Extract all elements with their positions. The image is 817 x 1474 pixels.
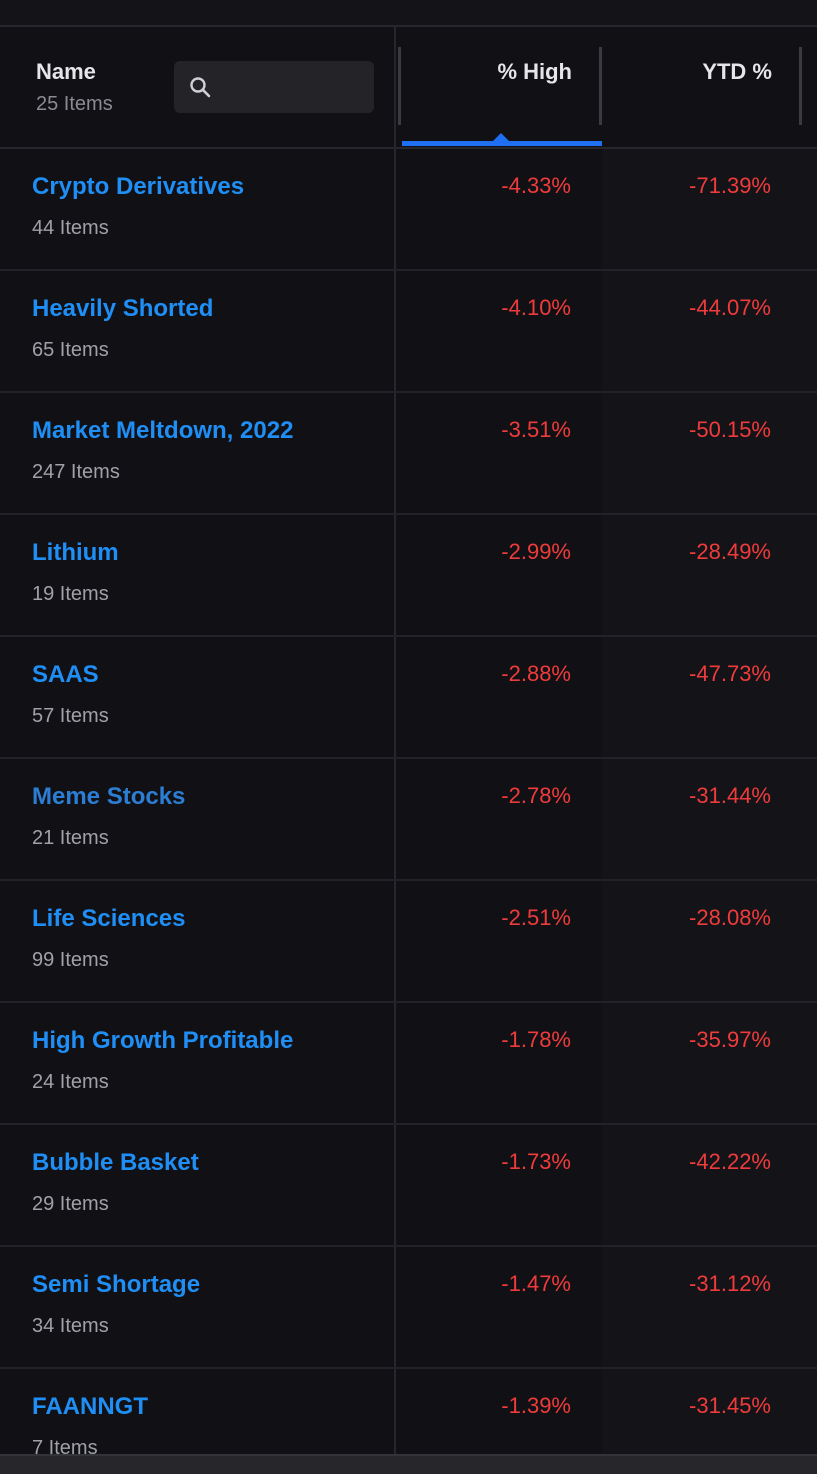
pct-high-value: -3.51% [501, 417, 571, 442]
column-resize-handle[interactable] [398, 47, 401, 125]
ytd-value: -31.12% [689, 1271, 771, 1296]
watchlist-name-link[interactable]: Life Sciences [32, 905, 186, 932]
pct-high-value: -1.39% [501, 1393, 571, 1418]
ytd-value: -44.07% [689, 295, 771, 320]
pct-high-value: -4.33% [501, 173, 571, 198]
pct-high-value: -1.73% [501, 1149, 571, 1174]
name-cell: High Growth Profitable 24 Items [0, 1003, 396, 1123]
pct-high-value: -1.47% [501, 1271, 571, 1296]
search-input[interactable] [174, 61, 374, 113]
table-row[interactable]: Heavily Shorted 65 Items -4.10% -44.07% [0, 271, 817, 393]
watchlist-item-count: 57 Items [32, 705, 109, 727]
watchlist-name-link[interactable]: Market Meltdown, 2022 [32, 417, 294, 444]
ytd-value: -42.22% [689, 1149, 771, 1174]
name-cell: Heavily Shorted 65 Items [0, 271, 396, 391]
table-row[interactable]: Bubble Basket 29 Items -1.73% -42.22% [0, 1125, 817, 1247]
table-header: Name 25 Items % High YTD % [0, 27, 817, 149]
name-column-header[interactable]: Name 25 Items [0, 27, 396, 147]
table-row[interactable]: SAAS 57 Items -2.88% -47.73% [0, 637, 817, 759]
pct-high-column-header[interactable]: % High [400, 27, 602, 147]
watchlist-name-link[interactable]: Semi Shortage [32, 1271, 201, 1298]
watchlist-name-link[interactable]: Lithium [32, 539, 119, 566]
watchlist-name-link[interactable]: SAAS [32, 661, 99, 688]
watchlist-item-count: 29 Items [32, 1193, 109, 1215]
pct-high-value: -1.78% [501, 1027, 571, 1052]
watchlist-name-link[interactable]: Meme Stocks [32, 783, 186, 810]
sort-ascending-icon [493, 133, 509, 141]
watchlist-name-link[interactable]: Crypto Derivatives [32, 173, 245, 200]
name-cell: SAAS 57 Items [0, 637, 396, 757]
table-row[interactable]: High Growth Profitable 24 Items -1.78% -… [0, 1003, 817, 1125]
watchlist-name-link[interactable]: Bubble Basket [32, 1149, 199, 1176]
watchlist-name-link[interactable]: Heavily Shorted [32, 295, 214, 322]
pct-high-value: -4.10% [501, 295, 571, 320]
ytd-value: -35.97% [689, 1027, 771, 1052]
name-cell: Meme Stocks 21 Items [0, 759, 396, 879]
table-row[interactable]: Semi Shortage 34 Items -1.47% -31.12% [0, 1247, 817, 1369]
table-body: Crypto Derivatives 44 Items -4.33% -71.3… [0, 149, 817, 1474]
table-row[interactable]: Market Meltdown, 2022 247 Items -3.51% -… [0, 393, 817, 515]
name-cell: Market Meltdown, 2022 247 Items [0, 393, 396, 513]
watchlist-item-count: 19 Items [32, 583, 109, 605]
watchlist-name-link[interactable]: High Growth Profitable [32, 1027, 294, 1054]
ytd-value: -50.15% [689, 417, 771, 442]
name-cell: Lithium 19 Items [0, 515, 396, 635]
ytd-value: -28.08% [689, 905, 771, 930]
watchlist-name-link[interactable]: FAANNGT [32, 1393, 148, 1420]
bottom-bar [0, 1454, 817, 1474]
ytd-value: -31.44% [689, 783, 771, 808]
column-resize-handle[interactable] [799, 47, 802, 125]
table-row[interactable]: Meme Stocks 21 Items -2.78% -31.44% [0, 759, 817, 881]
watchlist-item-count: 34 Items [32, 1315, 109, 1337]
ytd-value: -47.73% [689, 661, 771, 686]
name-cell: Crypto Derivatives 44 Items [0, 149, 396, 269]
name-column-label[interactable]: Name [36, 59, 96, 84]
name-cell: Semi Shortage 34 Items [0, 1247, 396, 1367]
ytd-value: -71.39% [689, 173, 771, 198]
column-resize-handle[interactable] [599, 47, 602, 125]
top-bar [0, 0, 817, 27]
watchlist-item-count: 24 Items [32, 1071, 109, 1093]
pct-high-value: -2.78% [501, 783, 571, 808]
name-cell: Life Sciences 99 Items [0, 881, 396, 1001]
watchlist-item-count: 21 Items [32, 827, 109, 849]
watchlist-item-count: 247 Items [32, 461, 120, 483]
table-row[interactable]: Lithium 19 Items -2.99% -28.49% [0, 515, 817, 637]
table-row[interactable]: Life Sciences 99 Items -2.51% -28.08% [0, 881, 817, 1003]
sort-indicator-bar [402, 141, 602, 146]
table-row[interactable]: Crypto Derivatives 44 Items -4.33% -71.3… [0, 149, 817, 271]
name-cell: FAANNGT 7 Items [0, 1369, 396, 1474]
pct-high-column-label[interactable]: % High [497, 59, 572, 84]
watchlist-item-count: 7 Items [32, 1437, 98, 1459]
watchlist-item-count: 44 Items [32, 217, 109, 239]
ytd-value: -28.49% [689, 539, 771, 564]
ytd-column-header[interactable]: YTD % [602, 27, 802, 147]
name-cell: Bubble Basket 29 Items [0, 1125, 396, 1245]
ytd-value: -31.45% [689, 1393, 771, 1418]
pct-high-value: -2.99% [501, 539, 571, 564]
pct-high-value: -2.88% [501, 661, 571, 686]
watchlist-item-count: 65 Items [32, 339, 109, 361]
watchlist-item-count: 99 Items [32, 949, 109, 971]
ytd-column-label[interactable]: YTD % [702, 59, 772, 84]
total-item-count: 25 Items [36, 93, 113, 115]
pct-high-value: -2.51% [501, 905, 571, 930]
